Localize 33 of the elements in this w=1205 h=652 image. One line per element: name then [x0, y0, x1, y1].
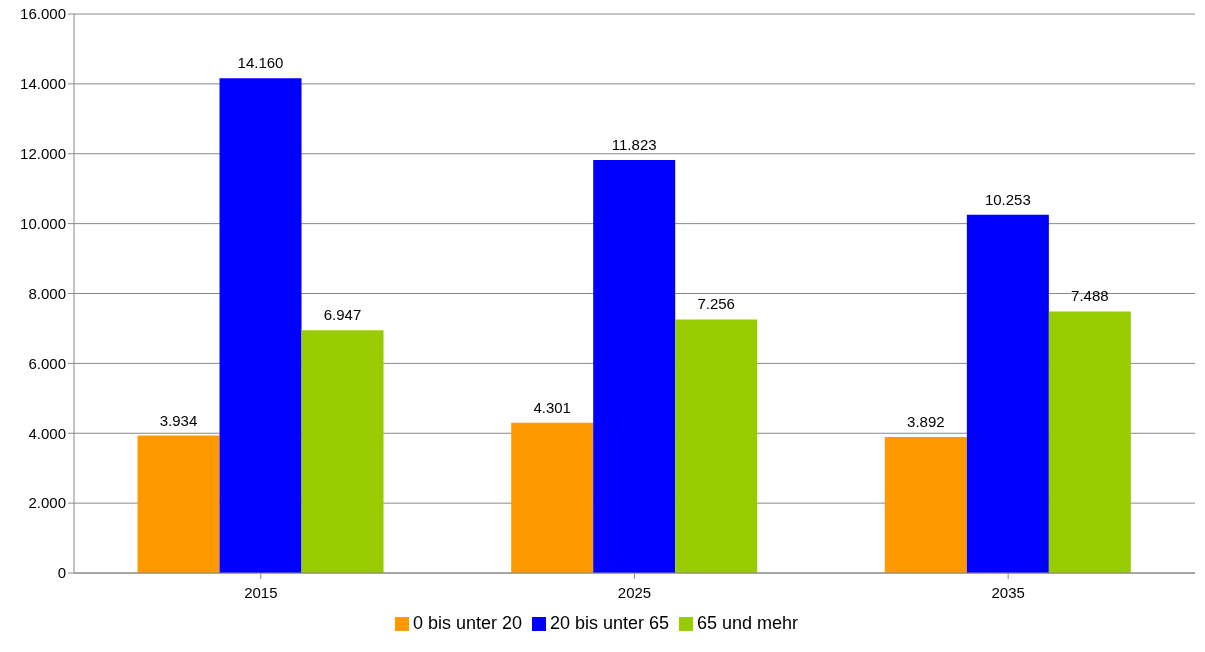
y-tick-label: 12.000	[20, 145, 66, 163]
y-tick-label: 4.000	[28, 424, 66, 442]
y-tick-label: 0	[57, 564, 66, 582]
data-label: 7.256	[697, 295, 735, 313]
bar	[593, 159, 676, 573]
x-tick-label: 2025	[617, 583, 652, 601]
data-label: 11.823	[611, 135, 657, 153]
bar	[301, 330, 384, 573]
bar	[884, 437, 967, 573]
y-tick-label: 2.000	[28, 494, 66, 512]
data-label: 4.301	[533, 398, 571, 416]
bar	[966, 214, 1049, 573]
data-label: 7.488	[1071, 287, 1109, 305]
data-label: 3.892	[907, 413, 945, 431]
y-tick-label: 16.000	[20, 5, 66, 23]
x-tick-label: 2035	[991, 583, 1025, 601]
bar	[511, 422, 594, 573]
x-tick-label: 2015	[244, 583, 278, 601]
bar	[137, 435, 220, 573]
data-label: 10.253	[984, 190, 1031, 208]
bar	[1048, 311, 1131, 573]
bar	[219, 78, 302, 573]
y-tick-label: 6.000	[28, 354, 66, 372]
data-label: 6.947	[323, 306, 362, 324]
y-tick-label: 10.000	[20, 214, 66, 232]
data-label: 3.934	[159, 411, 198, 429]
bar	[675, 319, 758, 573]
y-tick-label: 14.000	[20, 75, 66, 93]
y-tick-label: 8.000	[28, 284, 66, 302]
legend-label: 0 bis unter 20	[412, 613, 522, 633]
legend-label: 20 bis unter 65	[549, 613, 670, 633]
data-label: 14.160	[237, 54, 284, 72]
legend-label: 65 und mehr	[697, 613, 799, 633]
